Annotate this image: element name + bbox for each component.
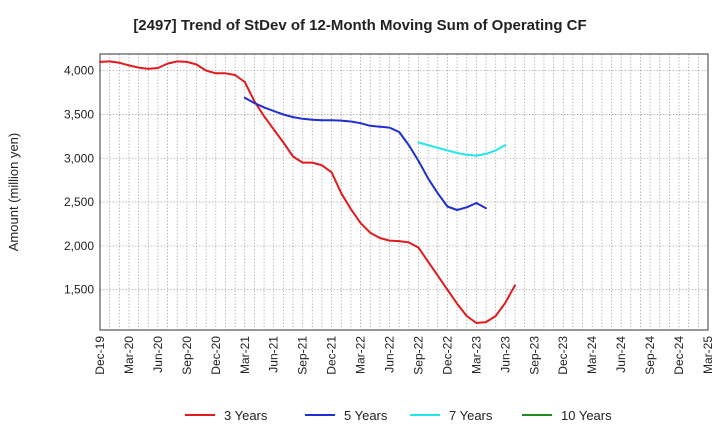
y-axis-label: Amount (million yen) bbox=[6, 133, 21, 252]
plot-area bbox=[99, 53, 709, 331]
x-tick-label: Mar-24 bbox=[585, 336, 599, 374]
x-axis-ticks: Dec-19 Mar-20 Jun-20 Sep-20 Dec-20 Mar-21 Jun-… bbox=[93, 336, 715, 375]
x-tick-label: Jun-22 bbox=[383, 336, 397, 373]
x-tick-label: Dec-19 bbox=[93, 336, 107, 375]
x-tick-label: Sep-24 bbox=[643, 336, 657, 375]
chart-title: [2497] Trend of StDev of 12-Month Moving… bbox=[133, 17, 586, 34]
x-tick-label: Dec-20 bbox=[209, 336, 223, 375]
legend: 3 Years 5 Years 7 Years 10 Years bbox=[185, 408, 612, 423]
legend-label: 3 Years bbox=[224, 408, 268, 423]
legend-label: 10 Years bbox=[561, 408, 612, 423]
x-tick-label: Mar-22 bbox=[354, 336, 368, 374]
legend-label: 7 Years bbox=[449, 408, 493, 423]
series-line-5-years bbox=[243, 96, 487, 211]
y-tick-label: 2,000 bbox=[64, 239, 94, 253]
series-line-3-years bbox=[99, 60, 516, 324]
x-tick-label: Sep-22 bbox=[411, 336, 425, 375]
x-tick-label: Dec-21 bbox=[325, 336, 339, 375]
x-tick-label: Mar-20 bbox=[122, 336, 136, 374]
series-line-7-years bbox=[417, 141, 507, 157]
y-tick-label: 4,000 bbox=[64, 64, 94, 78]
x-tick-label: Mar-21 bbox=[238, 336, 252, 374]
x-tick-label: Dec-24 bbox=[672, 336, 686, 375]
y-tick-label: 1,500 bbox=[64, 283, 94, 297]
plot-frame bbox=[99, 53, 709, 331]
x-tick-label: Sep-23 bbox=[527, 336, 541, 375]
grid bbox=[100, 54, 708, 330]
x-tick-label: Mar-25 bbox=[701, 336, 715, 374]
x-tick-label: Dec-22 bbox=[440, 336, 454, 375]
x-tick-label: Dec-23 bbox=[556, 336, 570, 375]
plot-background bbox=[100, 54, 708, 330]
legend-label: 5 Years bbox=[344, 408, 388, 423]
x-tick-label: Jun-24 bbox=[614, 336, 628, 373]
y-tick-label: 2,500 bbox=[64, 195, 94, 209]
x-tick-label: Sep-20 bbox=[180, 336, 194, 375]
y-tick-label: 3,000 bbox=[64, 151, 94, 165]
x-tick-label: Jun-21 bbox=[267, 336, 281, 373]
x-tick-label: Sep-21 bbox=[296, 336, 310, 375]
series-lines bbox=[99, 60, 516, 324]
x-tick-label: Mar-23 bbox=[469, 336, 483, 374]
x-tick-label: Jun-23 bbox=[498, 336, 512, 373]
x-tick-label: Jun-20 bbox=[151, 336, 165, 373]
y-axis-ticks: 1,500 2,000 2,500 3,000 3,500 4,000 bbox=[64, 64, 94, 297]
y-tick-label: 3,500 bbox=[64, 107, 94, 121]
